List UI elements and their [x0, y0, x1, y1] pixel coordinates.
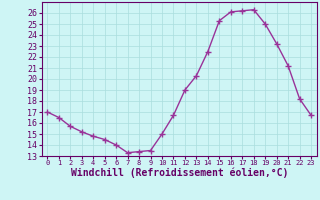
- X-axis label: Windchill (Refroidissement éolien,°C): Windchill (Refroidissement éolien,°C): [70, 168, 288, 178]
